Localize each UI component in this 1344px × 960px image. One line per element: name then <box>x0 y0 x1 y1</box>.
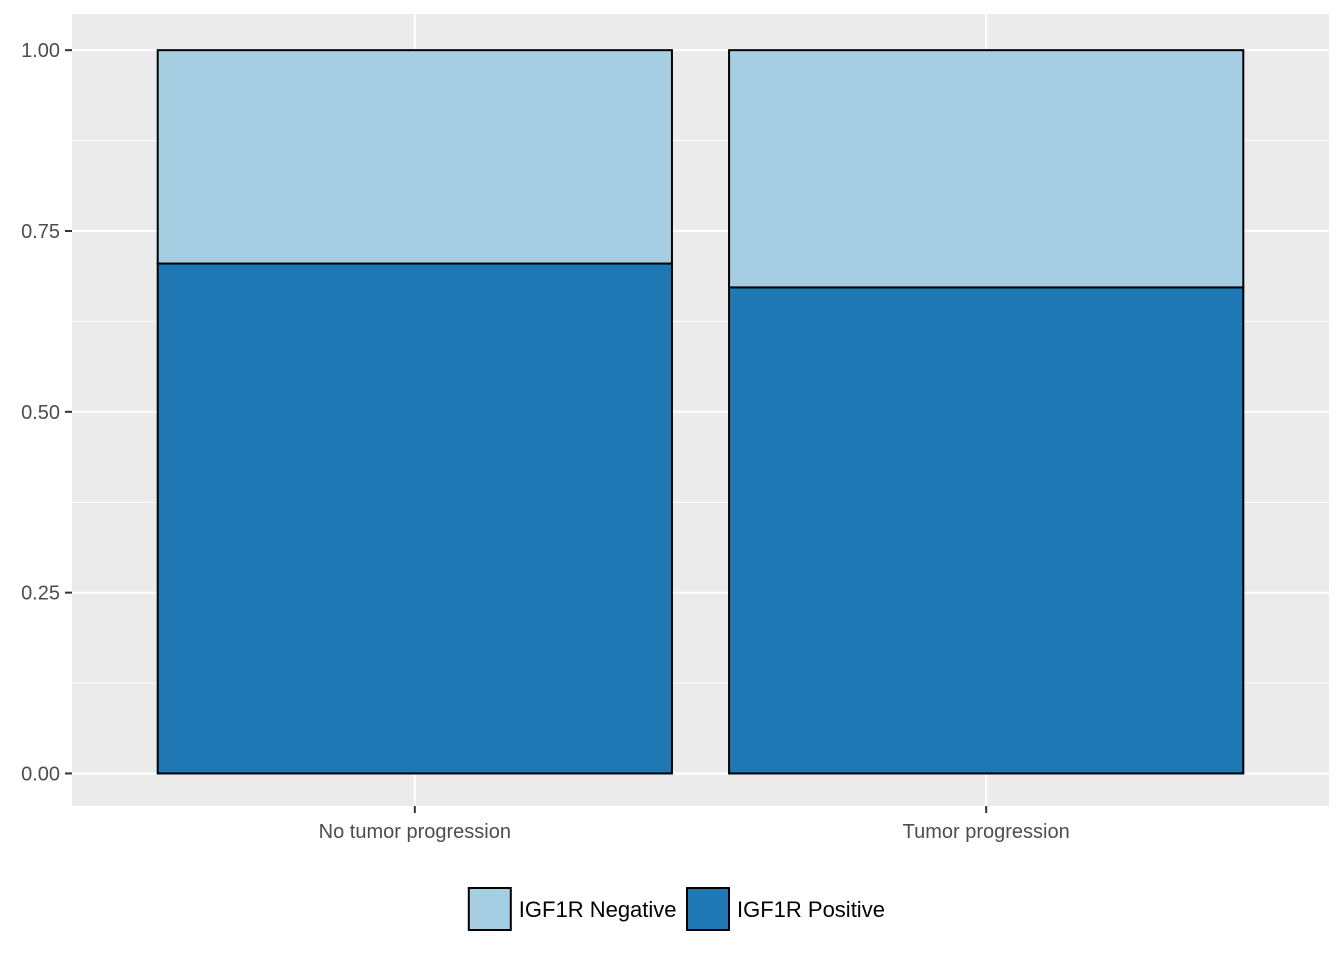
legend: IGF1R Negative IGF1R Positive <box>467 887 885 931</box>
bar-igf1r-negative-1 <box>156 49 673 265</box>
y-tick-label: 0.50 <box>21 402 60 424</box>
x-tick-label: Tumor progression <box>903 821 1070 843</box>
y-axis: 0.00 0.25 0.50 0.75 1.00 <box>21 40 72 785</box>
bar-igf1r-positive-2 <box>728 286 1245 775</box>
y-tick-label: 0.25 <box>21 583 60 605</box>
bar-igf1r-negative-2 <box>728 49 1245 289</box>
x-tick-label: No tumor progression <box>319 821 511 843</box>
x-axis: No tumor progression Tumor progression <box>319 806 1070 843</box>
bar-igf1r-positive-1 <box>156 262 673 775</box>
legend-label: IGF1R Negative <box>519 897 677 922</box>
y-tick-label: 0.00 <box>21 763 60 785</box>
bars <box>156 49 1245 775</box>
legend-key-igf1r-positive <box>686 887 730 931</box>
legend-label: IGF1R Positive <box>737 897 885 922</box>
y-tick-label: 1.00 <box>21 40 60 62</box>
legend-key-igf1r-negative <box>467 887 512 931</box>
y-tick-label: 0.75 <box>21 221 60 243</box>
